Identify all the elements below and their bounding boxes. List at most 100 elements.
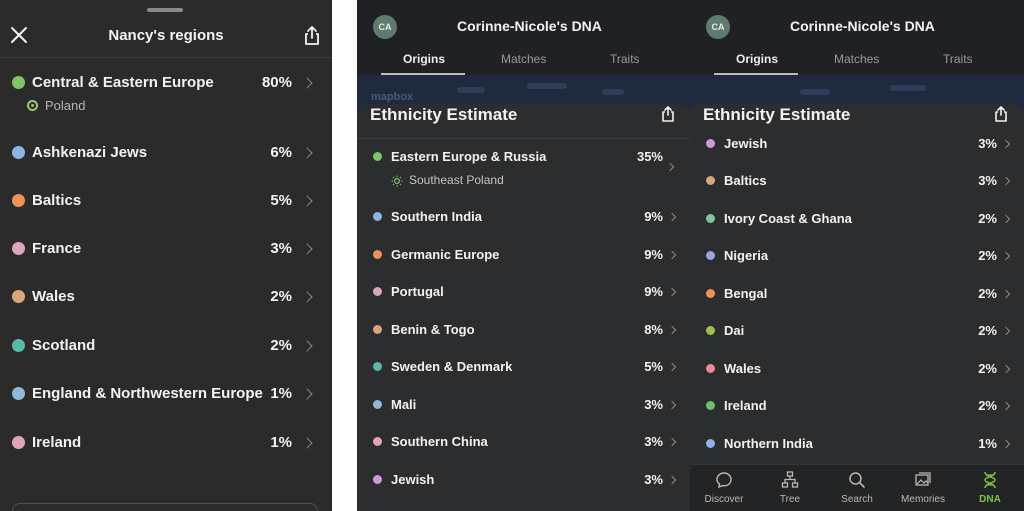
region-percent: 6% (270, 144, 292, 161)
ethnicity-color-dot (373, 287, 382, 296)
region-name: England & Northwestern Europe (32, 385, 263, 402)
chevron-right-icon (1001, 289, 1011, 299)
region-row[interactable]: Central & Eastern Europe 80% (0, 68, 332, 98)
share-icon[interactable] (994, 106, 1008, 122)
nav-dna[interactable]: DNA (958, 465, 1022, 511)
bottom-action-card[interactable] (12, 503, 318, 511)
ethnicity-color-dot (706, 326, 715, 335)
ethnicity-color-dot (373, 152, 382, 161)
ethnicity-row[interactable]: Eastern Europe & Russia 35% (357, 146, 690, 168)
dna-header: CA Corinne-Nicole's DNA Origins Matches … (357, 0, 690, 75)
ethnicity-row[interactable]: Northern India 1% (690, 433, 1024, 455)
ethnicity-name: Southern India (391, 209, 482, 224)
ethnicity-row[interactable]: Ireland 2% (690, 395, 1024, 417)
ethnicity-row[interactable]: Portugal 9% (357, 281, 690, 303)
region-name: France (32, 240, 82, 257)
nav-memories[interactable]: Memories (891, 465, 955, 511)
chevron-right-icon (667, 437, 677, 447)
sheet-title: Ethnicity Estimate (703, 105, 851, 124)
ethnicity-name: Mali (391, 397, 417, 412)
ethnicity-name: Baltics (724, 173, 767, 188)
ethnicity-name: Jewish (391, 472, 435, 487)
ethnicity-color-dot (373, 212, 382, 221)
ethnicity-name: Ivory Coast & Ghana (724, 211, 852, 226)
tab-traits[interactable]: Traits (943, 52, 973, 66)
region-percent: 80% (261, 74, 292, 91)
ethnicity-color-dot (706, 251, 715, 260)
ethnicity-row[interactable]: Bengal 2% (690, 283, 1024, 305)
region-row[interactable]: France 3% (0, 234, 332, 264)
region-color-dot (12, 290, 25, 303)
avatar[interactable]: CA (373, 15, 397, 39)
region-row[interactable]: Ireland 1% (0, 428, 332, 458)
share-icon[interactable] (661, 106, 675, 122)
active-tab-indicator (714, 73, 798, 75)
ethnicity-row[interactable]: Mali 3% (357, 394, 690, 416)
ethnicity-row[interactable]: Jewish 3% (690, 133, 1024, 155)
region-name: Ashkenazi Jews (32, 144, 148, 161)
ethnicity-color-dot (706, 176, 715, 185)
map-landmass (890, 85, 926, 91)
ethnicity-percent: 3% (644, 472, 663, 487)
page-title: Corinne-Nicole's DNA (457, 18, 602, 34)
nav-tree[interactable]: Tree (758, 465, 822, 511)
ethnicity-row[interactable]: Nigeria 2% (690, 245, 1024, 267)
ethnicity-color-dot (706, 214, 715, 223)
region-percent: 2% (270, 337, 292, 354)
tab-matches[interactable]: Matches (501, 52, 547, 66)
region-row[interactable]: England & Northwestern Europe 1% (0, 379, 332, 409)
ethnicity-sheet: Ethnicity Estimate (357, 104, 690, 511)
ethnicity-row[interactable]: Wales 2% (690, 358, 1024, 380)
subregion-name: Poland (45, 98, 86, 113)
region-name: Wales (32, 288, 75, 305)
nav-search[interactable]: Search (825, 465, 889, 511)
ethnicity-row[interactable]: Baltics 3% (690, 170, 1024, 192)
ethnicity-percent: 2% (978, 211, 997, 226)
ethnicity-name: Eastern Europe & Russia (391, 149, 547, 164)
region-row[interactable]: Ashkenazi Jews 6% (0, 138, 332, 168)
region-percent: 5% (270, 192, 292, 209)
dna-origins-panel-scrolled: CA Corinne-Nicole's DNA Origins Matches … (690, 0, 1024, 511)
ethnicity-row[interactable]: Southern India 9% (357, 206, 690, 228)
subregion-name[interactable]: Southeast Poland (409, 173, 504, 187)
chevron-right-icon (1001, 364, 1011, 374)
ethnicity-name: Wales (724, 361, 762, 376)
sun-marker-icon (391, 175, 403, 187)
region-row[interactable]: Wales 2% (0, 282, 332, 312)
region-name: Baltics (32, 192, 82, 209)
region-row[interactable]: Baltics 5% (0, 186, 332, 216)
ethnicity-row[interactable]: Dai 2% (690, 320, 1024, 342)
region-row[interactable]: Scotland 2% (0, 331, 332, 361)
chevron-right-icon (667, 250, 677, 260)
sheet-grabber[interactable] (147, 8, 183, 12)
chevron-right-icon (301, 340, 313, 352)
ethnicity-percent: 2% (978, 398, 997, 413)
ethnicity-percent: 2% (978, 361, 997, 376)
tab-matches[interactable]: Matches (834, 52, 880, 66)
ethnicity-row[interactable]: Ivory Coast & Ghana 2% (690, 208, 1024, 230)
map-landmass (527, 83, 567, 89)
ethnicity-color-dot (373, 475, 382, 484)
regions-header: Nancy's regions (0, 18, 332, 58)
ethnicity-row[interactable]: Germanic Europe 9% (357, 244, 690, 266)
ethnicity-name: Southern China (391, 434, 488, 449)
ethnicity-row[interactable]: Jewish 3% (357, 469, 690, 491)
chevron-right-icon (301, 147, 313, 159)
nav-label: Discover (704, 494, 744, 505)
chevron-right-icon (667, 325, 677, 335)
tab-origins[interactable]: Origins (403, 52, 446, 66)
close-icon[interactable] (10, 26, 28, 44)
tab-origins[interactable]: Origins (736, 52, 779, 66)
ethnicity-row[interactable]: Benin & Togo 8% (357, 319, 690, 341)
ethnicity-row[interactable]: Southern China 3% (357, 431, 690, 453)
share-icon[interactable] (303, 26, 321, 46)
ethnicity-percent: 3% (644, 397, 663, 412)
nav-label: Tree (779, 494, 801, 505)
tab-traits[interactable]: Traits (610, 52, 640, 66)
region-percent: 1% (270, 434, 292, 451)
nav-label: Search (841, 494, 873, 505)
ethnicity-row[interactable]: Sweden & Denmark 5% (357, 356, 690, 378)
nav-discover[interactable]: Discover (692, 465, 756, 511)
ethnicity-percent: 5% (644, 359, 663, 374)
avatar[interactable]: CA (706, 15, 730, 39)
